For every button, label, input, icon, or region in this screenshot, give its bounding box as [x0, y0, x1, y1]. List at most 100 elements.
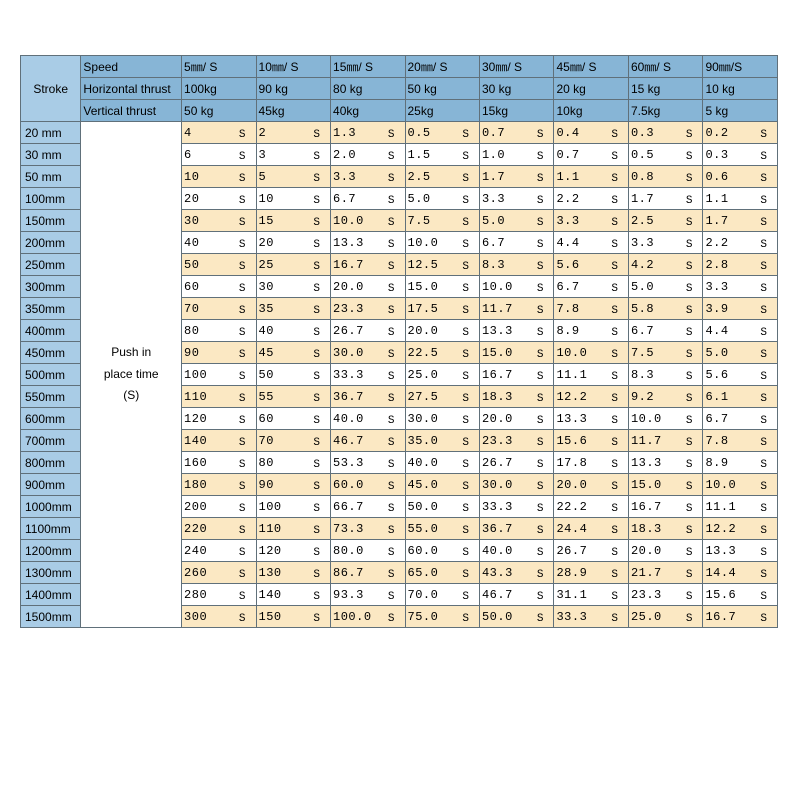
- data-cell: 5.0S: [405, 188, 479, 210]
- data-cell: 25.0S: [405, 364, 479, 386]
- data-cell: 4.2S: [628, 254, 702, 276]
- data-cell: 10.0S: [703, 474, 778, 496]
- data-cell: 30S: [182, 210, 256, 232]
- data-cell: 240S: [182, 540, 256, 562]
- data-cell: 15S: [256, 210, 330, 232]
- data-cell: 2.2S: [554, 188, 628, 210]
- data-cell: 16.7S: [331, 254, 405, 276]
- data-cell: 86.7S: [331, 562, 405, 584]
- data-cell: 110S: [182, 386, 256, 408]
- data-cell: 55.0S: [405, 518, 479, 540]
- data-cell: 5S: [256, 166, 330, 188]
- data-cell: 25S: [256, 254, 330, 276]
- data-cell: 40S: [182, 232, 256, 254]
- data-cell: 3S: [256, 144, 330, 166]
- data-cell: 3.3S: [628, 232, 702, 254]
- data-cell: 8.3S: [628, 364, 702, 386]
- data-cell: 80S: [256, 452, 330, 474]
- data-cell: 40.0S: [479, 540, 553, 562]
- data-cell: 53.3S: [331, 452, 405, 474]
- data-cell: 1.3S: [331, 122, 405, 144]
- data-cell: 46.7S: [331, 430, 405, 452]
- data-cell: 50S: [182, 254, 256, 276]
- data-cell: 30.0S: [331, 342, 405, 364]
- data-cell: 7.8S: [703, 430, 778, 452]
- data-cell: 11.1S: [554, 364, 628, 386]
- data-cell: 8.3S: [479, 254, 553, 276]
- data-cell: 2.0S: [331, 144, 405, 166]
- data-cell: 1.0S: [479, 144, 553, 166]
- data-cell: 12.2S: [703, 518, 778, 540]
- data-cell: 2.2S: [703, 232, 778, 254]
- data-cell: 220S: [182, 518, 256, 540]
- data-cell: 6.7S: [331, 188, 405, 210]
- data-cell: 2.5S: [628, 210, 702, 232]
- data-cell: 73.3S: [331, 518, 405, 540]
- data-cell: 17.8S: [554, 452, 628, 474]
- data-cell: 10.0S: [331, 210, 405, 232]
- data-cell: 11.7S: [628, 430, 702, 452]
- data-cell: 33.3S: [554, 606, 628, 628]
- data-cell: 15.0S: [479, 342, 553, 364]
- data-cell: 15.0S: [628, 474, 702, 496]
- data-cell: 20.0S: [554, 474, 628, 496]
- data-cell: 70S: [182, 298, 256, 320]
- data-cell: 45.0S: [405, 474, 479, 496]
- data-cell: 11.1S: [703, 496, 778, 518]
- data-cell: 26.7S: [554, 540, 628, 562]
- data-cell: 12.2S: [554, 386, 628, 408]
- data-cell: 0.8S: [628, 166, 702, 188]
- data-cell: 20.0S: [479, 408, 553, 430]
- data-cell: 5.0S: [703, 342, 778, 364]
- data-cell: 1.5S: [405, 144, 479, 166]
- data-cell: 26.7S: [331, 320, 405, 342]
- data-cell: 13.3S: [703, 540, 778, 562]
- data-cell: 50.0S: [405, 496, 479, 518]
- data-cell: 40.0S: [405, 452, 479, 474]
- data-cell: 2.8S: [703, 254, 778, 276]
- data-cell: 16.7S: [628, 496, 702, 518]
- data-cell: 13.3S: [331, 232, 405, 254]
- data-cell: 28.9S: [554, 562, 628, 584]
- data-cell: 6S: [182, 144, 256, 166]
- data-cell: 60.0S: [331, 474, 405, 496]
- data-cell: 9.2S: [628, 386, 702, 408]
- data-cell: 55S: [256, 386, 330, 408]
- data-cell: 50.0S: [479, 606, 553, 628]
- data-cell: 23.3S: [479, 430, 553, 452]
- data-cell: 27.5S: [405, 386, 479, 408]
- data-cell: 5.8S: [628, 298, 702, 320]
- data-cell: 10S: [256, 188, 330, 210]
- data-cell: 3.3S: [703, 276, 778, 298]
- data-cell: 43.3S: [479, 562, 553, 584]
- data-cell: 160S: [182, 452, 256, 474]
- data-cell: 8.9S: [703, 452, 778, 474]
- data-cell: 13.3S: [554, 408, 628, 430]
- data-cell: 12.5S: [405, 254, 479, 276]
- data-cell: 18.3S: [479, 386, 553, 408]
- data-cell: 35.0S: [405, 430, 479, 452]
- data-cell: 2.5S: [405, 166, 479, 188]
- data-cell: 45S: [256, 342, 330, 364]
- data-cell: 6.1S: [703, 386, 778, 408]
- data-cell: 40.0S: [331, 408, 405, 430]
- data-cell: 6.7S: [479, 232, 553, 254]
- data-cell: 35S: [256, 298, 330, 320]
- data-cell: 260S: [182, 562, 256, 584]
- data-cell: 10.0S: [628, 408, 702, 430]
- data-cell: 15.6S: [703, 584, 778, 606]
- stroke-header: Stroke: [21, 56, 81, 122]
- data-cell: 4S: [182, 122, 256, 144]
- data-cell: 0.2S: [703, 122, 778, 144]
- push-in-label: Push inplace time(S): [81, 122, 182, 628]
- data-cell: 8.9S: [554, 320, 628, 342]
- data-cell: 21.7S: [628, 562, 702, 584]
- data-cell: 0.6S: [703, 166, 778, 188]
- data-cell: 0.7S: [479, 122, 553, 144]
- data-cell: 3.3S: [331, 166, 405, 188]
- data-cell: 22.2S: [554, 496, 628, 518]
- data-cell: 280S: [182, 584, 256, 606]
- data-cell: 13.3S: [479, 320, 553, 342]
- data-cell: 20S: [256, 232, 330, 254]
- data-cell: 0.5S: [628, 144, 702, 166]
